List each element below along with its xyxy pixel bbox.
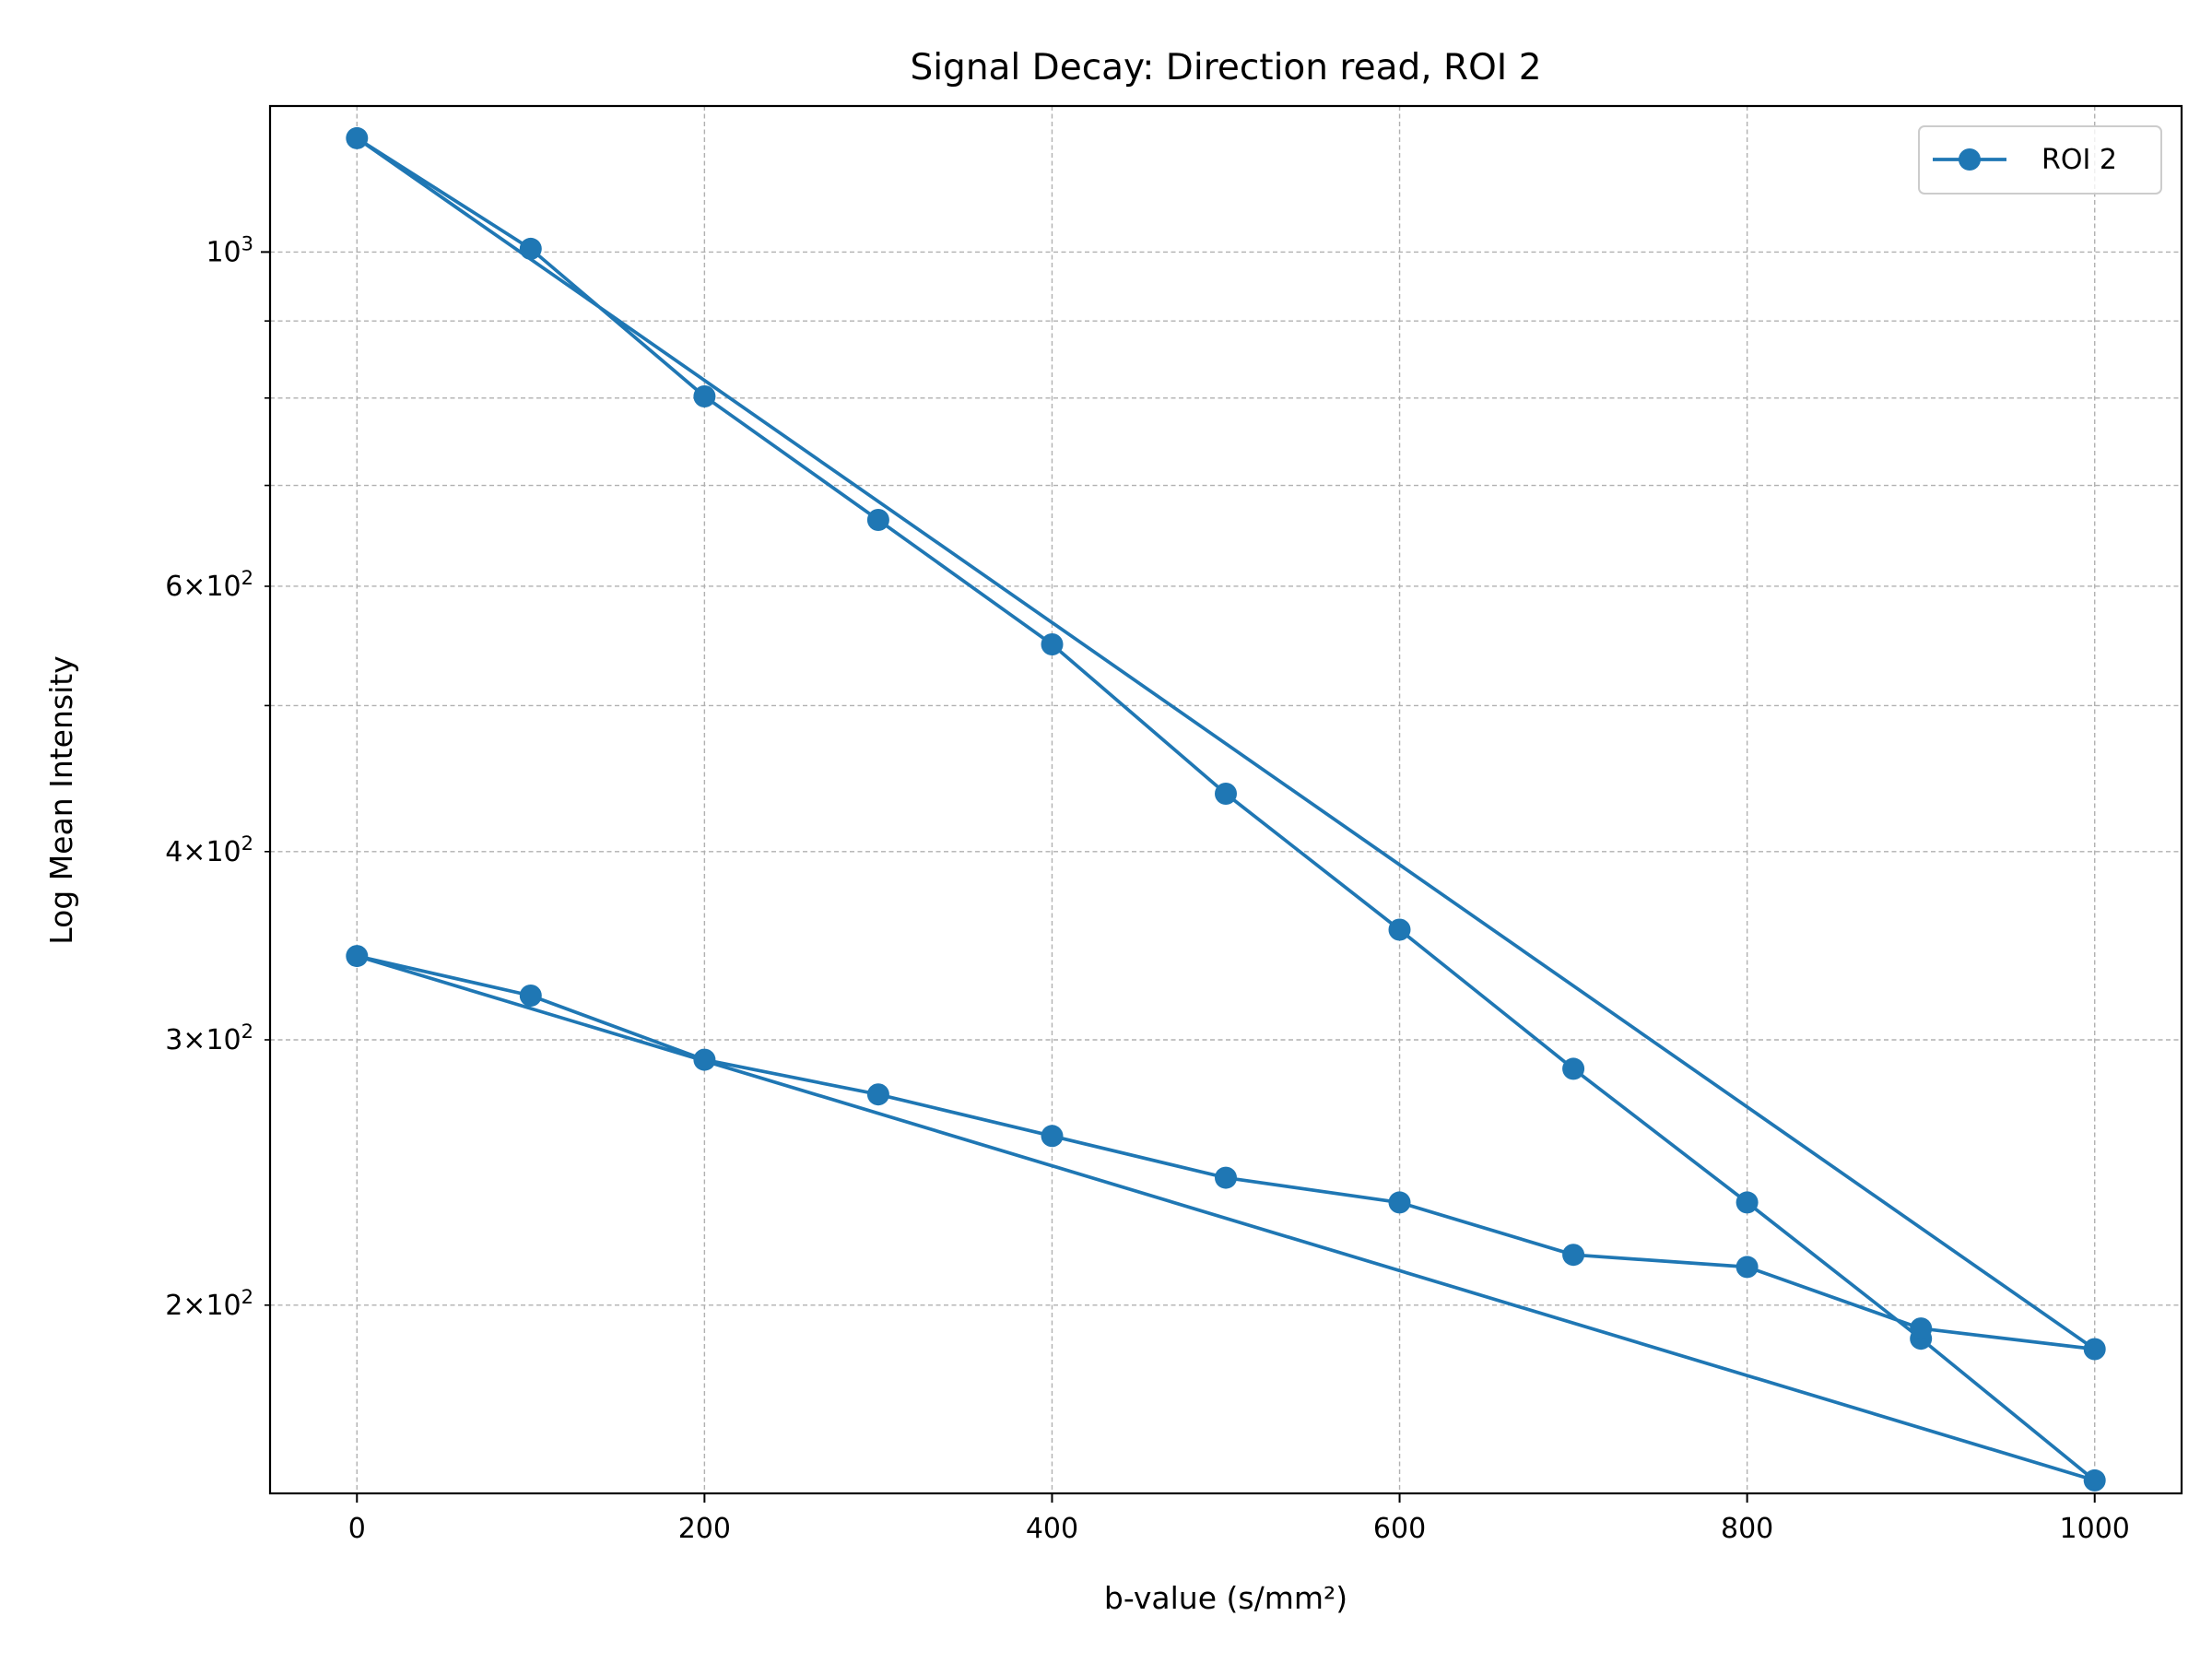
- series-layer: [346, 126, 2106, 1492]
- y-tick-label: 4×102: [165, 832, 253, 868]
- data-point: [2083, 1338, 2106, 1361]
- x-tick-label: 200: [678, 1513, 731, 1545]
- data-point: [866, 509, 889, 531]
- data-point: [1910, 1317, 1933, 1340]
- y-tick-label: 6×102: [165, 567, 253, 603]
- grid-lines: [270, 106, 2182, 1493]
- x-tick-label: 0: [348, 1513, 366, 1545]
- data-point: [346, 126, 369, 149]
- chart-title: Signal Decay: Direction read, ROI 2: [910, 47, 1541, 88]
- legend: ROI 2: [1918, 125, 2162, 195]
- y-tick-label: 2×102: [165, 1286, 253, 1322]
- data-point: [1215, 783, 1237, 805]
- data-point: [866, 1083, 889, 1106]
- data-point: [1215, 1166, 1237, 1189]
- data-point: [693, 385, 716, 407]
- legend-box: [1918, 125, 2162, 195]
- data-point: [1735, 1256, 1759, 1279]
- legend-label-roi-2: ROI 2: [2041, 144, 2117, 176]
- x-tick-label: 600: [1373, 1513, 1426, 1545]
- data-point: [519, 985, 542, 1007]
- data-point: [1041, 1125, 1064, 1148]
- y-tick-label: 3×102: [165, 1020, 253, 1056]
- axis-ticks: 0 200 400 600 800 1000 103 6×102 4×102 3×102 2×102: [165, 232, 2130, 1545]
- x-tick-label: 400: [1026, 1513, 1078, 1545]
- x-tick-label: 1000: [2060, 1513, 2130, 1545]
- data-point: [519, 237, 542, 260]
- data-point: [693, 1048, 716, 1071]
- data-point: [1562, 1057, 1585, 1080]
- x-tick-label: 800: [1721, 1513, 1773, 1545]
- y-axis-label: Log Mean Intensity: [43, 655, 79, 944]
- data-point: [1562, 1244, 1585, 1267]
- data-point: [346, 945, 369, 968]
- data-point: [1388, 918, 1411, 941]
- x-axis-label: b-value (s/mm²): [1104, 1580, 1347, 1616]
- plot-frame: [268, 104, 2183, 1495]
- data-point: [1388, 1191, 1411, 1214]
- data-point: [1041, 633, 1064, 655]
- y-tick-label: 103: [206, 232, 253, 268]
- legend-marker: [1959, 148, 1981, 171]
- data-point: [2083, 1468, 2106, 1492]
- data-point: [1735, 1191, 1759, 1214]
